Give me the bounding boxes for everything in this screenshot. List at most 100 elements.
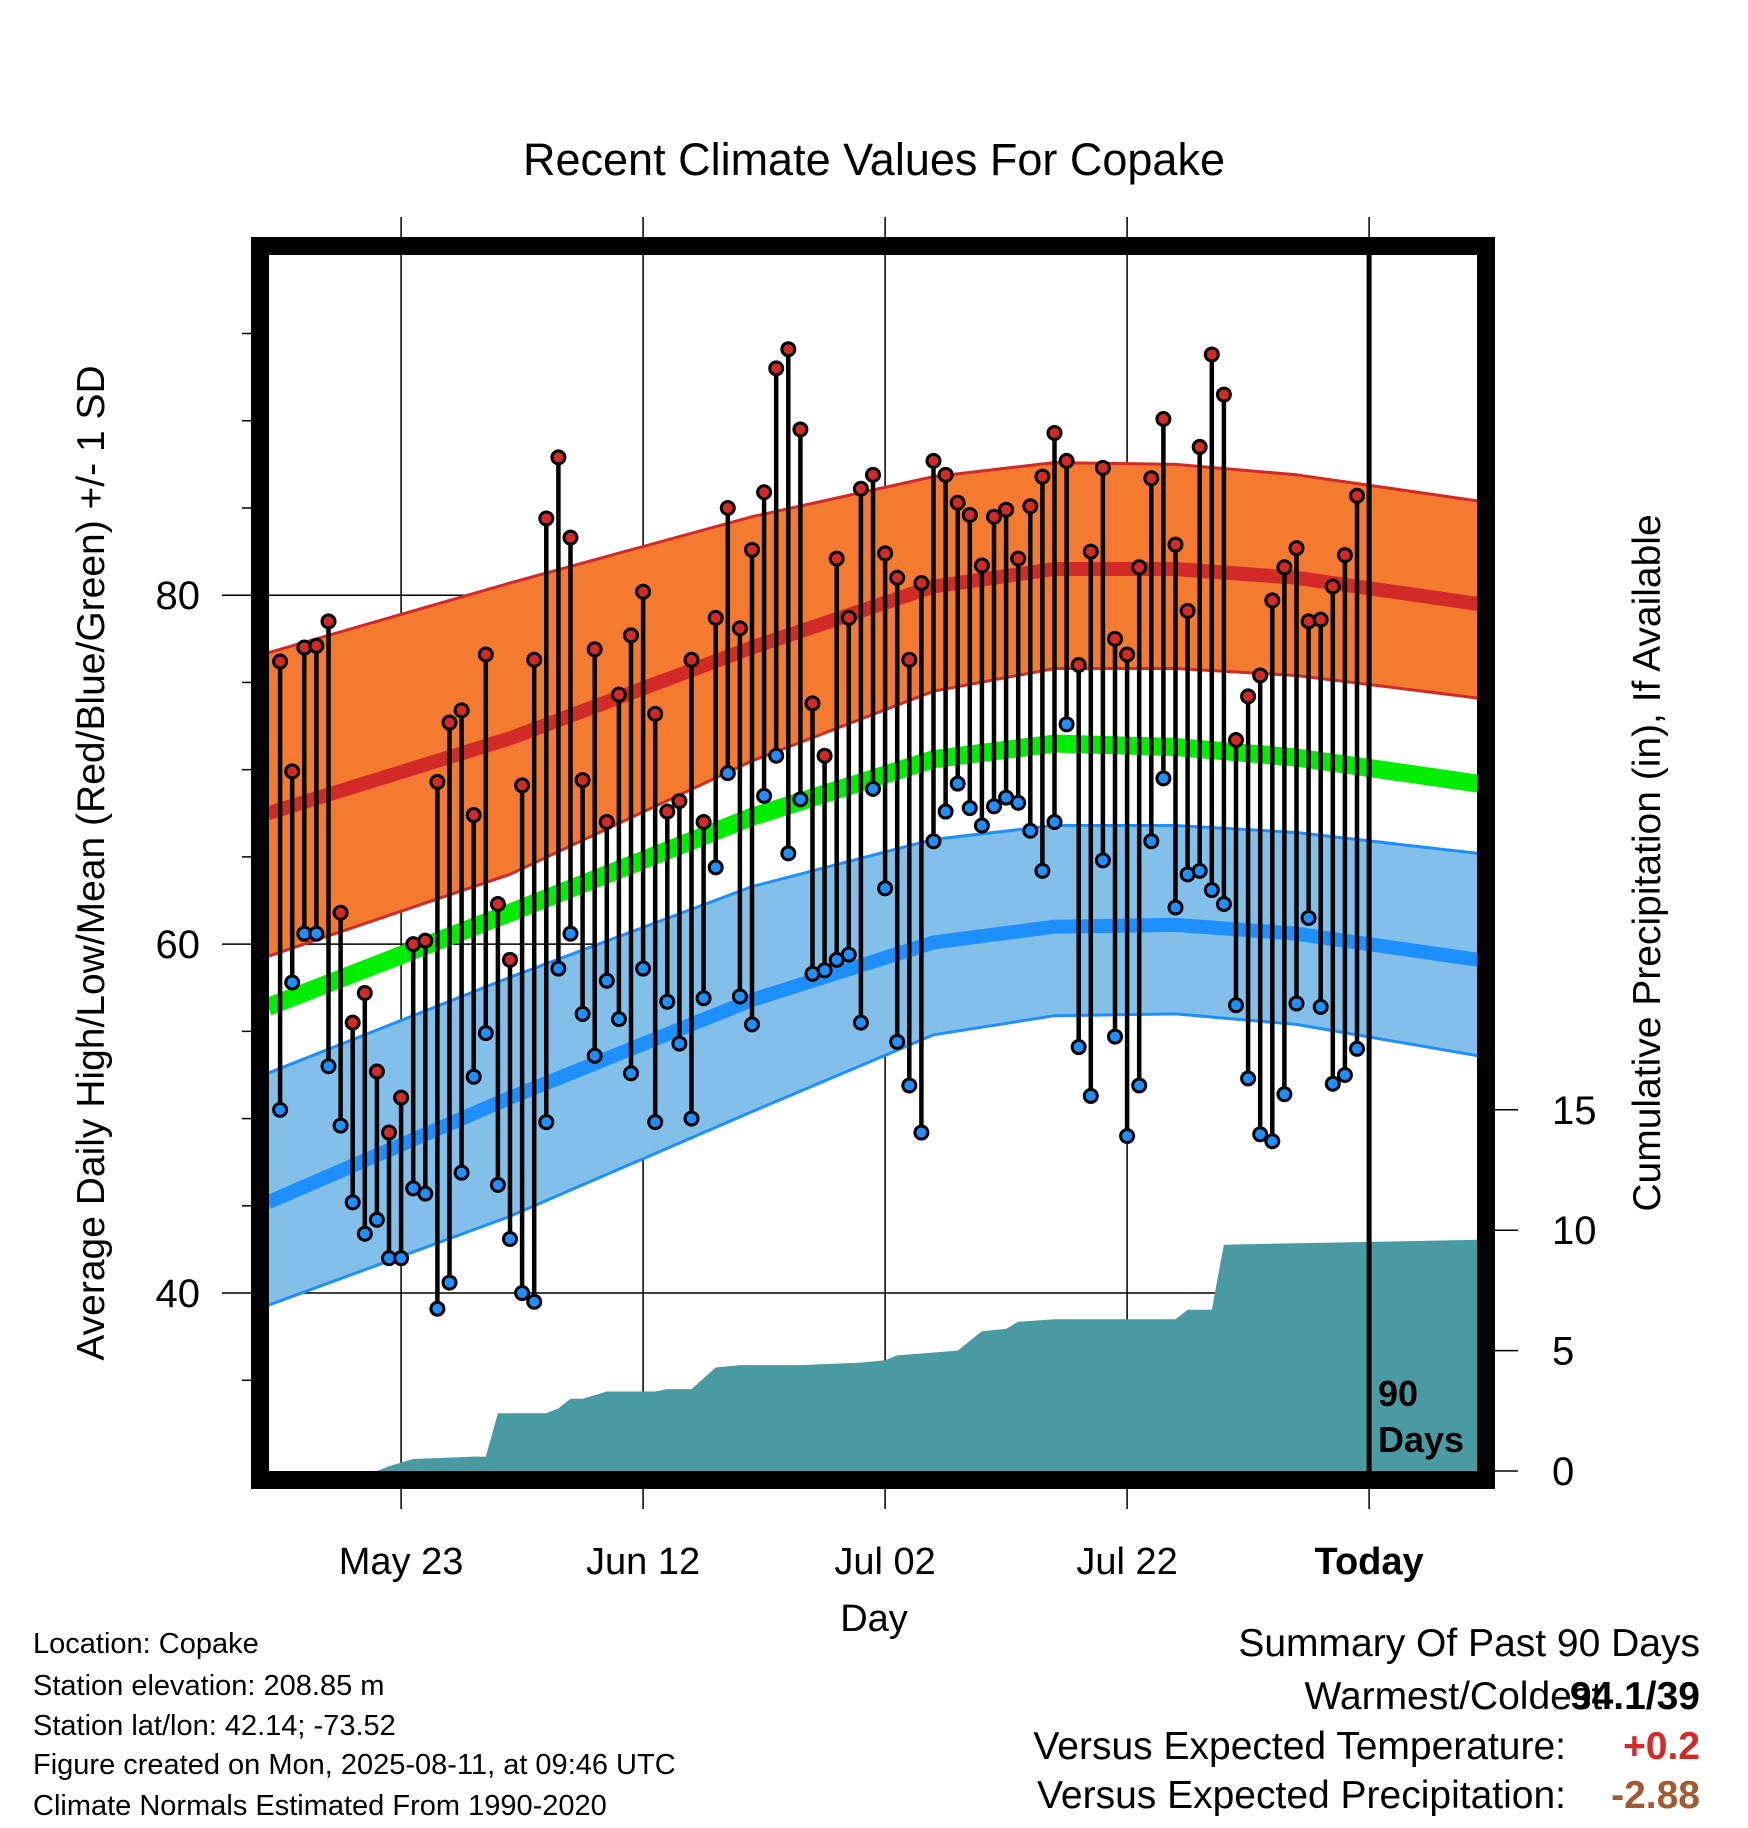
daily-high-point-14	[441, 714, 458, 731]
daily-low-point-78	[1215, 895, 1232, 912]
daily-high-point-51	[889, 569, 906, 586]
y-tick-label-80: 80	[156, 574, 201, 618]
daily-high-point-89	[1349, 487, 1365, 504]
daily-low-point-59	[986, 798, 1002, 815]
daily-low-point-5	[332, 1117, 349, 1134]
daily-low-point-22	[538, 1114, 555, 1131]
summary-warmest-label: Warmest/Coldest:	[1304, 1675, 1613, 1718]
daily-high-point-4	[320, 613, 337, 630]
daily-high-point-53	[913, 574, 930, 591]
daily-low-point-16	[465, 1068, 482, 1085]
daily-high-point-23	[550, 449, 567, 466]
daily-high-point-78	[1215, 386, 1232, 403]
daily-high-point-15	[453, 702, 470, 719]
normal-low-line	[265, 917, 1479, 1209]
daily-low-point-10	[393, 1250, 410, 1267]
info-elevation: Station elevation: 208.85 m	[33, 1670, 385, 1702]
daily-low-point-37	[719, 765, 736, 782]
daily-low-point-27	[598, 972, 615, 989]
axis-ticks: May 23 Jun 12 Jul 02 Jul 22 Today 40 60 80 0 5 10 1…	[156, 217, 1597, 1583]
daily-high-point-20	[514, 777, 531, 794]
daily-high-point-17	[477, 646, 494, 663]
daily-low-point-26	[586, 1047, 603, 1064]
daily-low-point-58	[973, 817, 990, 834]
daily-high-point-28	[610, 686, 627, 703]
daily-low-point-28	[610, 1011, 627, 1028]
daily-low-point-6	[344, 1194, 361, 1211]
summary-precip-value: -2.88	[1611, 1774, 1700, 1817]
daily-high-point-18	[489, 895, 506, 912]
daily-high-point-47	[840, 609, 857, 626]
daily-low-point-70	[1119, 1128, 1136, 1145]
daily-low-point-73	[1155, 770, 1172, 787]
daily-low-point-77	[1203, 882, 1220, 899]
daily-high-point-39	[744, 541, 760, 558]
daily-high-point-75	[1179, 602, 1196, 619]
daily-low-point-74	[1167, 899, 1184, 916]
daily-high-point-82	[1264, 592, 1281, 609]
plot-frame	[251, 237, 1495, 1489]
daily-high-point-57	[961, 506, 978, 523]
daily-high-point-77	[1203, 346, 1220, 363]
today-label-line2: Days	[1378, 1419, 1464, 1460]
daily-high-point-72	[1143, 470, 1160, 487]
daily-low-point-72	[1143, 833, 1160, 850]
daily-high-point-67	[1082, 543, 1099, 560]
daily-low-point-57	[961, 800, 978, 817]
daily-low-point-35	[695, 990, 712, 1007]
daily-low-point-0	[272, 1101, 289, 1118]
daily-low-point-71	[1131, 1077, 1148, 1094]
daily-high-point-81	[1252, 667, 1269, 684]
daily-low-point-38	[731, 988, 748, 1005]
y2-tick-label-10: 10	[1552, 1209, 1597, 1253]
daily-low-point-50	[877, 880, 894, 897]
daily-high-point-61	[1010, 550, 1027, 567]
daily-low-point-62	[1022, 822, 1039, 839]
daily-high-point-10	[393, 1089, 410, 1106]
daily-high-point-76	[1191, 438, 1208, 455]
x-tick-label-4: Today	[1315, 1541, 1424, 1583]
daily-low-point-49	[865, 780, 881, 797]
daily-high-point-8	[368, 1063, 385, 1080]
daily-low-point-34	[683, 1110, 700, 1127]
daily-low-point-15	[453, 1164, 470, 1181]
info-latlon: Station lat/lon: 42.14; -73.52	[33, 1710, 396, 1742]
daily-low-point-81	[1252, 1126, 1269, 1143]
daily-high-point-19	[502, 951, 518, 968]
daily-high-point-43	[792, 421, 809, 438]
y-axis-label: Average Daily High/Low/Mean (Red/Blue/Gr…	[70, 365, 113, 1360]
daily-low-point-53	[913, 1124, 930, 1141]
daily-high-point-66	[1070, 656, 1087, 673]
daily-high-point-86	[1312, 611, 1329, 628]
daily-high-point-32	[659, 803, 676, 820]
daily-low-point-51	[889, 1033, 906, 1050]
daily-high-point-3	[308, 637, 325, 654]
daily-high-point-7	[356, 984, 373, 1001]
daily-high-point-26	[586, 641, 603, 658]
daily-high-point-27	[598, 814, 615, 831]
daily-low-point-29	[623, 1065, 639, 1082]
daily-low-point-86	[1312, 998, 1329, 1015]
daily-low-point-19	[502, 1230, 518, 1247]
daily-high-point-16	[465, 807, 482, 824]
today-label-line1: 90	[1378, 1373, 1418, 1414]
daily-low-point-79	[1228, 997, 1244, 1014]
daily-high-point-5	[332, 904, 349, 921]
x-tick-label-3: Jul 22	[1076, 1541, 1177, 1583]
daily-low-point-67	[1082, 1087, 1099, 1104]
daily-low-point-21	[526, 1293, 543, 1310]
daily-low-point-33	[671, 1035, 688, 1052]
low-sd-upper-line	[267, 824, 1479, 1075]
daily-low-point-23	[550, 960, 567, 977]
daily-low-point-63	[1034, 862, 1051, 879]
precipitation-area	[268, 1239, 1478, 1471]
daily-high-point-71	[1131, 559, 1148, 576]
y2-axis-label: Cumulative Precipitation (in), If Availa…	[1626, 514, 1669, 1211]
daily-high-point-33	[671, 793, 688, 810]
daily-low-point-48	[852, 1014, 869, 1031]
daily-high-point-1	[284, 763, 301, 780]
x-tick-label-1: Jun 12	[586, 1541, 700, 1583]
daily-high-point-70	[1119, 646, 1136, 663]
summary-temp-value: +0.2	[1623, 1725, 1700, 1768]
